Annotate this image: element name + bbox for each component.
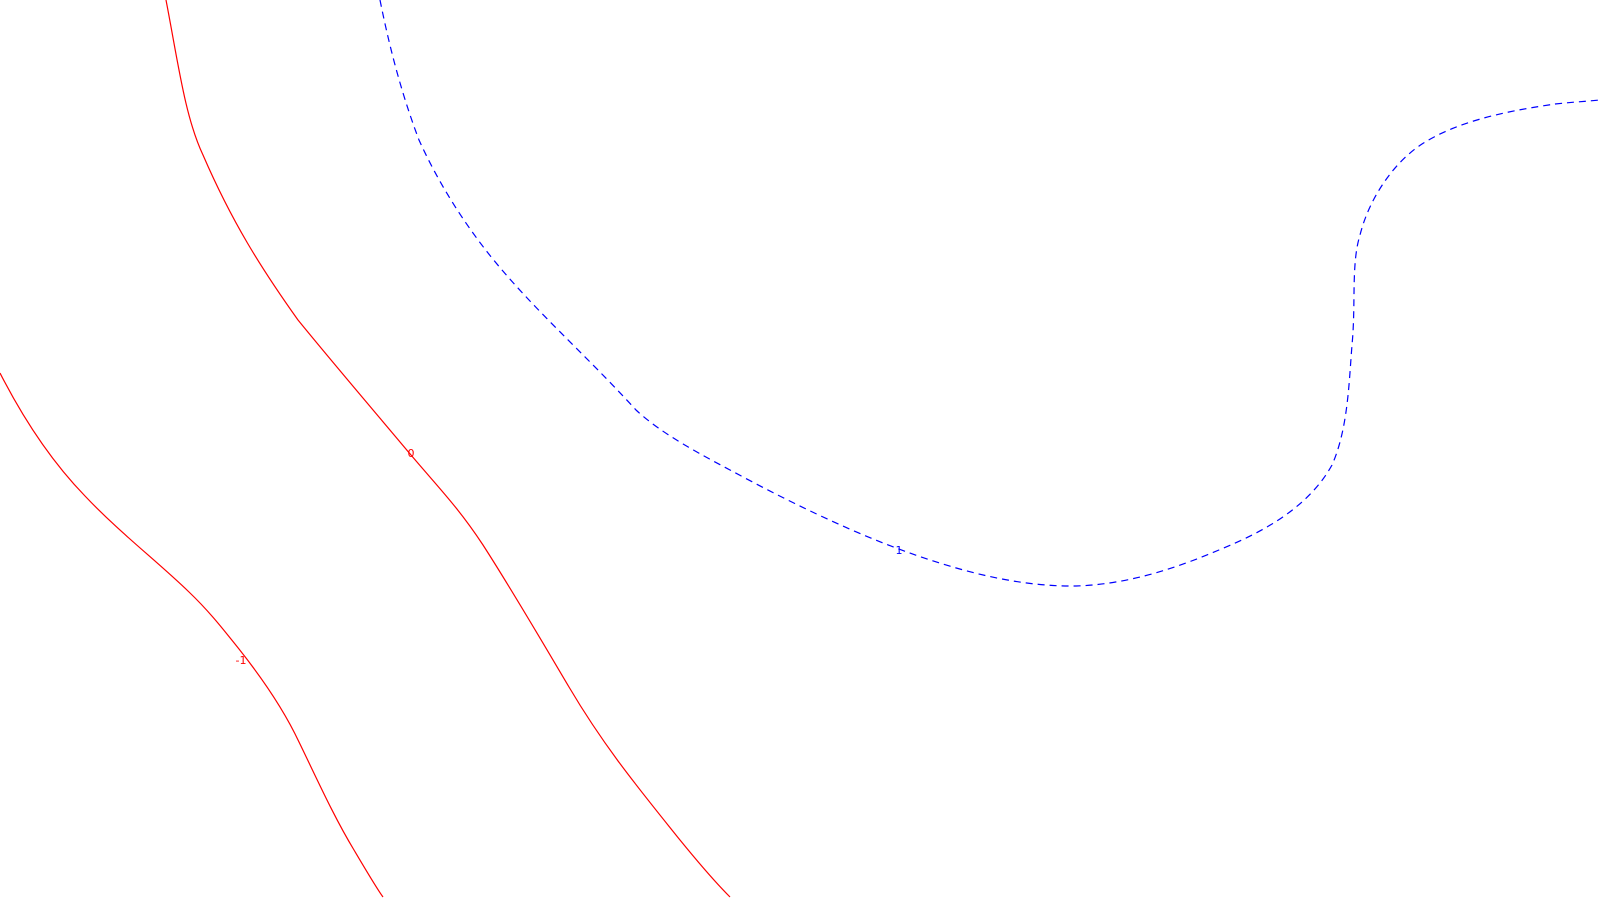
contour-line-1 [379,0,1600,587]
contour-line-0 [165,0,731,898]
contour-label-0: 0 [408,447,415,460]
contour-label-neg1: -1 [236,654,247,667]
contour-label-1: 1 [896,544,903,557]
contour-line-neg1 [0,372,384,898]
